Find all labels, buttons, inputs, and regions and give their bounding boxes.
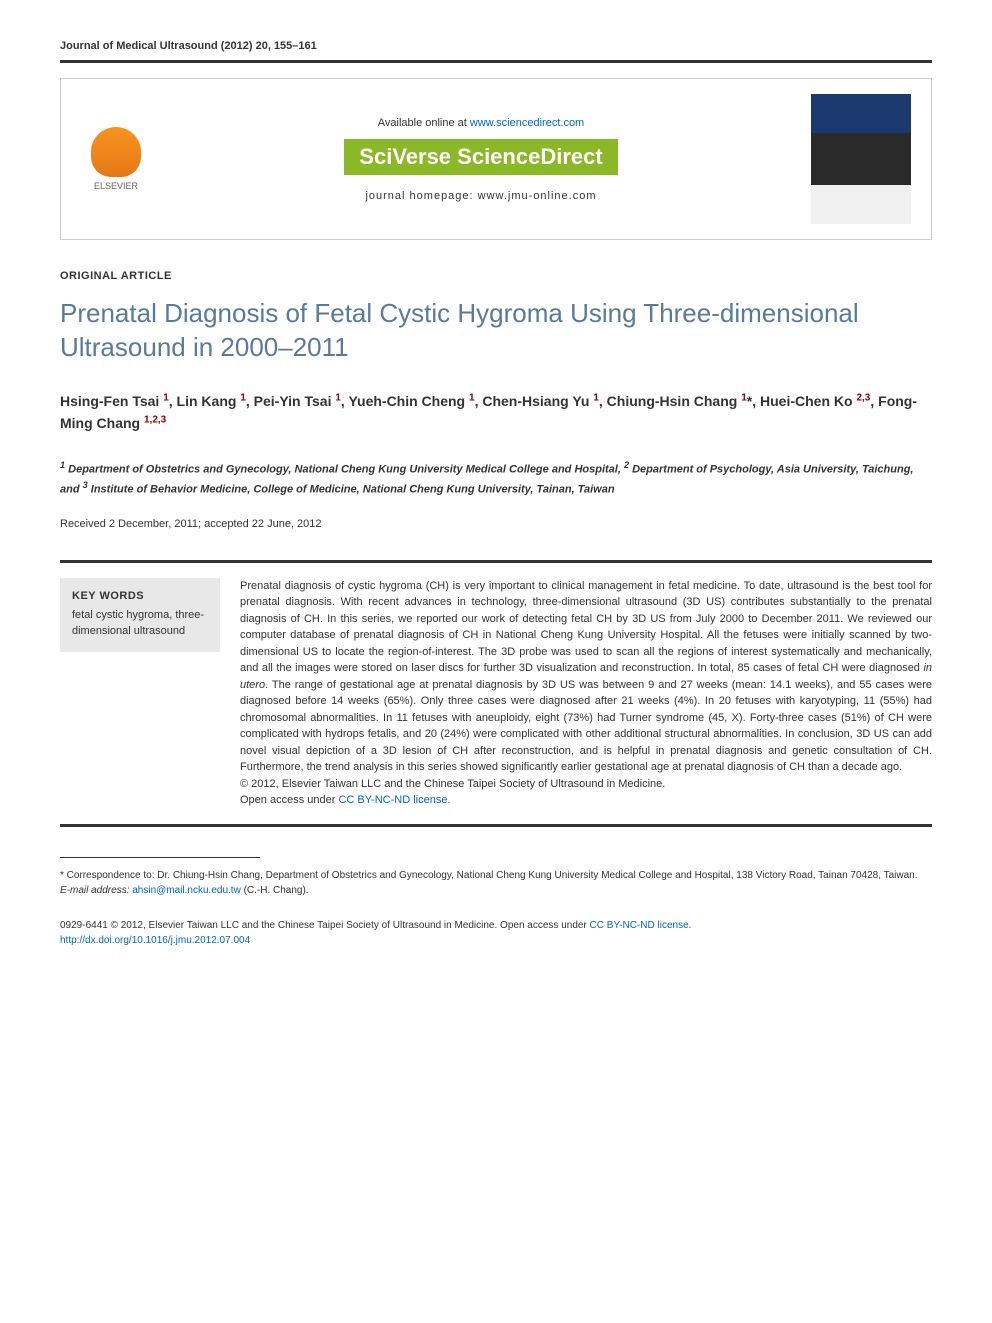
sciencedirect-link[interactable]: www.sciencedirect.com <box>470 117 584 129</box>
elsevier-label: ELSEVIER <box>94 181 138 191</box>
elsevier-tree-icon <box>91 127 141 177</box>
keywords-box: KEY WORDS fetal cystic hygroma, three-di… <box>60 578 220 652</box>
dates: Received 2 December, 2011; accepted 22 J… <box>60 518 932 530</box>
correspondence: * Correspondence to: Dr. Chiung-Hsin Cha… <box>60 868 932 898</box>
affiliations: 1 Department of Obstetrics and Gynecolog… <box>60 459 932 497</box>
journal-cover-thumbnail <box>811 94 911 224</box>
header-divider <box>60 60 932 63</box>
abstract-copyright: © 2012, Elsevier Taiwan LLC and the Chin… <box>240 778 665 790</box>
abstract-text: Prenatal diagnosis of cystic hygroma (CH… <box>240 578 932 809</box>
article-title: Prenatal Diagnosis of Fetal Cystic Hygro… <box>60 297 932 365</box>
correspondence-text: * Correspondence to: Dr. Chiung-Hsin Cha… <box>60 870 918 881</box>
journal-homepage: journal homepage: www.jmu-online.com <box>171 190 791 202</box>
doi-link[interactable]: http://dx.doi.org/10.1016/j.jmu.2012.07.… <box>60 935 250 946</box>
keywords-title: KEY WORDS <box>72 590 208 602</box>
center-info: Available online at www.sciencedirect.co… <box>171 117 791 202</box>
elsevier-logo: ELSEVIER <box>81 124 151 194</box>
footer-copyright: 0929-6441 © 2012, Elsevier Taiwan LLC an… <box>60 918 932 948</box>
availability-box: ELSEVIER Available online at www.science… <box>60 78 932 240</box>
keywords-list: fetal cystic hygroma, three-dimensional … <box>72 607 208 640</box>
issn-line: 0929-6441 © 2012, Elsevier Taiwan LLC an… <box>60 920 500 931</box>
email-suffix: (C.-H. Chang). <box>241 885 309 896</box>
footer-open-access: Open access under <box>500 920 590 931</box>
available-prefix: Available online at <box>378 117 470 129</box>
open-access-label: Open access under <box>240 794 338 806</box>
article-type: ORIGINAL ARTICLE <box>60 270 932 282</box>
footer-license-link[interactable]: CC BY-NC-ND license. <box>590 920 692 931</box>
email-label: E-mail address: <box>60 885 132 896</box>
license-link[interactable]: CC BY-NC-ND license. <box>338 794 450 806</box>
sciencedirect-logo: SciVerse ScienceDirect <box>344 139 617 175</box>
abstract-section: KEY WORDS fetal cystic hygroma, three-di… <box>60 560 932 827</box>
email-link[interactable]: ahsin@mail.ncku.edu.tw <box>132 885 241 896</box>
footer-divider <box>60 857 260 858</box>
authors-list: Hsing-Fen Tsai 1, Lin Kang 1, Pei-Yin Ts… <box>60 390 932 435</box>
available-online-text: Available online at www.sciencedirect.co… <box>171 117 791 129</box>
abstract-body: Prenatal diagnosis of cystic hygroma (CH… <box>240 580 932 774</box>
journal-citation: Journal of Medical Ultrasound (2012) 20,… <box>60 40 932 52</box>
